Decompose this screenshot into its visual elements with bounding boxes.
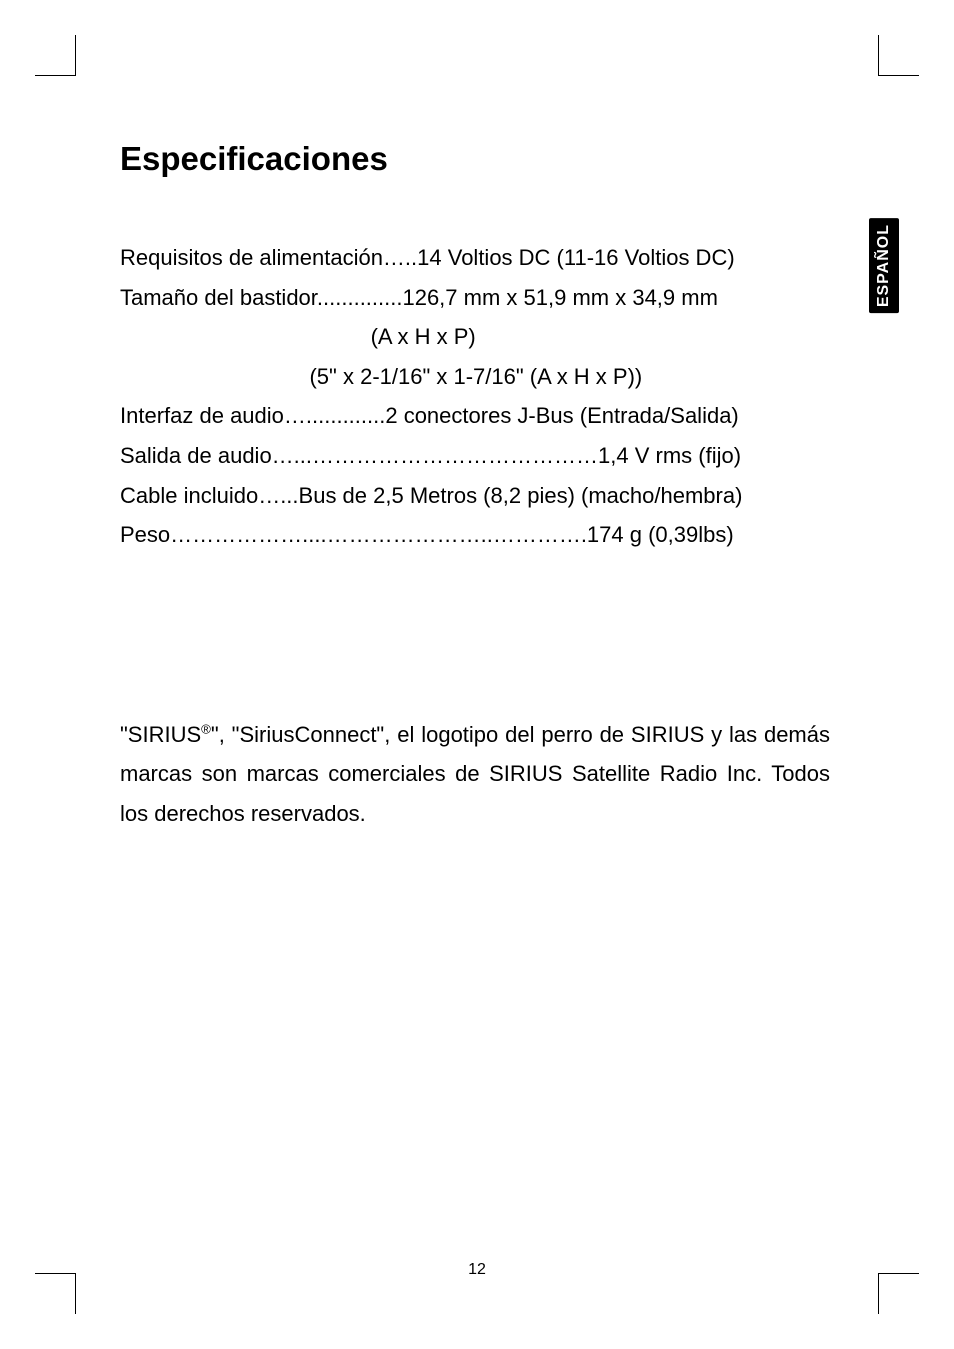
- registered-symbol: ®: [201, 721, 211, 736]
- spec-weight: Peso………………....…………………..………….174 g (0,39l…: [120, 515, 830, 555]
- crop-mark-bottom-left: [35, 1273, 76, 1314]
- spec-dimensions-label: (A x H x P): [120, 317, 830, 357]
- spec-power: Requisitos de alimentación…..14 Voltios …: [120, 238, 830, 278]
- spec-audio-output: Salida de audio…...…………………………………1,4 V rm…: [120, 436, 830, 476]
- spec-dimensions-imperial: (5" x 2-1/16" x 1-7/16" (A x H x P)): [120, 357, 830, 397]
- crop-mark-bottom-right: [878, 1273, 919, 1314]
- spec-cable: Cable incluido…...Bus de 2,5 Metros (8,2…: [120, 476, 830, 516]
- page-content: Especificaciones Requisitos de alimentac…: [120, 140, 830, 834]
- section-title: Especificaciones: [120, 140, 830, 178]
- trademark-suffix: ", "SiriusConnect", el logotipo del perr…: [120, 722, 830, 826]
- language-tab: ESPAÑOL: [869, 218, 899, 313]
- crop-mark-top-right: [878, 35, 919, 76]
- crop-mark-top-left: [35, 35, 76, 76]
- spec-chassis-size: Tamaño del bastidor..............126,7 m…: [120, 278, 830, 318]
- trademark-prefix: "SIRIUS: [120, 722, 201, 747]
- trademark-notice: "SIRIUS®", "SiriusConnect", el logotipo …: [120, 715, 830, 834]
- spec-audio-interface: Interfaz de audio….............2 conecto…: [120, 396, 830, 436]
- page-number: 12: [0, 1261, 954, 1279]
